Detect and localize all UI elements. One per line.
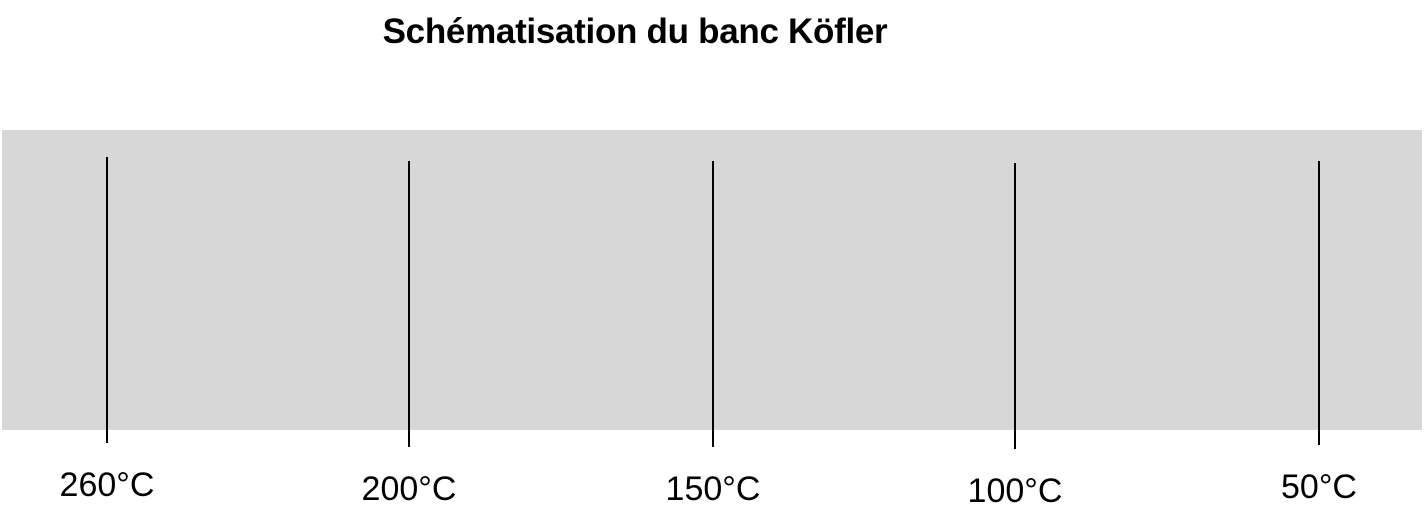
tick-label-100: 100°C — [967, 472, 1063, 510]
tick-line-200 — [408, 161, 410, 447]
tick-line-260 — [106, 157, 108, 443]
tick-line-100 — [1014, 163, 1016, 449]
tick-label-260: 260°C — [59, 466, 155, 504]
diagram-title: Schématisation du banc Köfler — [382, 12, 888, 51]
tick-line-150 — [712, 161, 714, 447]
tick-line-50 — [1318, 161, 1320, 445]
tick-label-200: 200°C — [361, 470, 457, 508]
tick-label-150: 150°C — [665, 470, 761, 508]
tick-label-50: 50°C — [1281, 468, 1357, 506]
